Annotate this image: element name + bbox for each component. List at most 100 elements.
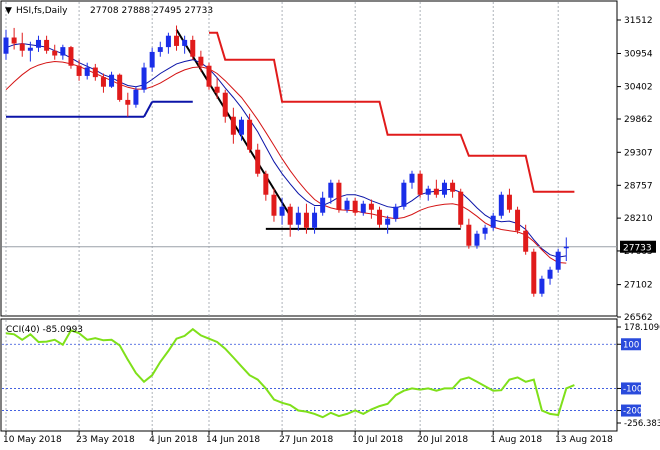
candle-body (531, 251, 537, 294)
candle-body (515, 209, 521, 231)
candle-body (27, 47, 33, 51)
x-tick-label: 14 Jun 2018 (206, 435, 260, 445)
ma-slow-line (5, 60, 567, 264)
price-tick-label: 27102 (624, 281, 653, 291)
x-tick-label: 13 Aug 2018 (555, 435, 613, 445)
candle-body (466, 224, 472, 246)
candle-body (523, 230, 529, 252)
current-price-value: 27733 (623, 244, 652, 254)
candle-body (84, 67, 90, 76)
x-tick-label: 20 Jul 2018 (417, 435, 468, 445)
candle-body (490, 215, 496, 228)
candle-body (344, 200, 350, 210)
candle-body (506, 194, 512, 210)
ohlc-label: 27708 27888 27495 27733 (90, 6, 213, 16)
candle-body (360, 203, 366, 213)
cci-panel-frame (0, 318, 618, 432)
candle-body (198, 56, 204, 66)
cci-line (5, 327, 575, 419)
candle-body (125, 99, 131, 105)
candle-body (165, 35, 171, 48)
candle-body (230, 116, 236, 135)
cci-y-axis: 178.1096 100 -100 -200 -256.383 (2, 323, 660, 429)
price-tick-label: 31512 (624, 16, 653, 26)
current-price-tag (620, 240, 656, 253)
cci-series (5, 327, 575, 419)
candle-body (563, 246, 569, 249)
x-tick-label: 27 Jun 2018 (279, 435, 333, 445)
candle-body (247, 119, 253, 150)
price-tick-label: 26562 (624, 313, 653, 323)
x-tick-label: 1 Aug 2018 (490, 435, 542, 445)
price-tick-label: 30954 (624, 49, 653, 59)
candle-body (539, 278, 545, 294)
cci-level-tag (621, 404, 641, 417)
x-tick-label: 10 May 2018 (3, 435, 62, 445)
candle-body (385, 218, 391, 225)
candle-body (238, 119, 244, 135)
x-axis: 10 May 2018 23 May 2018 4 Jun 2018 14 Jun 2… (3, 431, 613, 445)
support-step-connector (143, 101, 154, 118)
candle-body (482, 227, 488, 234)
candle-body (3, 37, 9, 54)
x-tick-label: 4 Jun 2018 (149, 435, 198, 445)
price-panel-frame (0, 0, 618, 317)
candle-body (498, 194, 504, 216)
candle-body (52, 50, 58, 56)
candle-body (433, 188, 439, 195)
candle-body (222, 92, 228, 117)
candle-body (133, 89, 139, 105)
candle-body (182, 39, 188, 46)
candle-body (214, 86, 220, 93)
candle-body (547, 269, 553, 279)
ma-fast-line (5, 42, 567, 258)
candle-body (377, 209, 383, 225)
cci-level-label: -200 (623, 407, 642, 417)
candle-body (149, 51, 155, 68)
symbol-label: HSI,fs,Daily (16, 6, 68, 16)
candlestick-series (3, 25, 569, 297)
price-tick-label: 29307 (624, 148, 653, 158)
candle-body (44, 39, 50, 51)
cci-tick-label: -256.383 (624, 419, 660, 429)
candle-body (35, 39, 41, 48)
candle-body (441, 182, 447, 195)
candle-body (174, 35, 180, 46)
candle-body (190, 39, 196, 57)
candle-body (450, 182, 456, 192)
trailing-stop-line (209, 31, 575, 193)
candle-body (279, 206, 285, 216)
grid (5, 2, 559, 431)
candle-body (303, 212, 309, 228)
candle-body (157, 47, 163, 52)
candle-body (295, 212, 301, 225)
price-overlays (2, 29, 617, 264)
candle-body (206, 65, 212, 87)
candle-body (336, 182, 342, 210)
header-arrow-icon[interactable]: ▼ (5, 6, 12, 16)
candle-body (117, 74, 123, 100)
candle-body (555, 251, 561, 270)
candle-body (60, 47, 66, 56)
candle-body (68, 47, 74, 66)
candle-body (141, 67, 147, 90)
candle-body (92, 67, 98, 78)
candle-body (19, 43, 25, 51)
candle-body (425, 188, 431, 195)
x-tick-label: 10 Jul 2018 (352, 435, 403, 445)
candle-body (287, 206, 293, 225)
price-tick-label: 28210 (624, 214, 653, 224)
price-tick-label: 30402 (624, 83, 653, 93)
candle-body (474, 233, 480, 246)
cci-level-label: 100 (623, 340, 639, 350)
candle-body (11, 37, 17, 44)
candle-body (328, 182, 334, 198)
candle-body (271, 194, 277, 216)
candle-body (320, 197, 326, 213)
candle-body (255, 149, 261, 174)
price-y-axis: 3151230954304022986229307287572821027663… (617, 16, 653, 323)
candle-body (312, 212, 318, 228)
candle-body (109, 74, 115, 87)
cci-level-label: -100 (623, 384, 642, 394)
